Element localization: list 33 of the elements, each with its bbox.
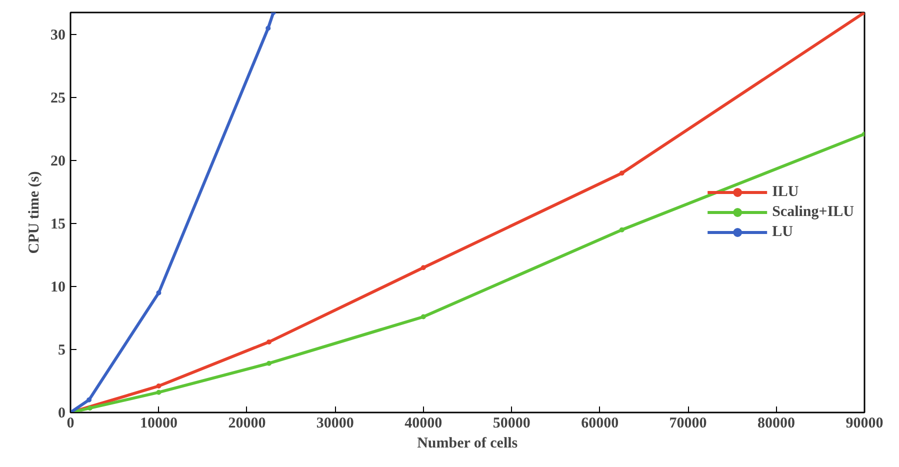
point	[420, 265, 426, 270]
x-tick-label: 20000	[228, 416, 266, 432]
x-tick-label: 90000	[846, 416, 884, 432]
x-tick-label: 30000	[316, 416, 354, 432]
legend-label: Scaling+ILU	[772, 204, 854, 220]
y-tick-label: 15	[50, 216, 66, 233]
point	[266, 360, 272, 366]
point	[266, 339, 272, 344]
point	[619, 227, 624, 232]
legend-label: LU	[772, 224, 793, 240]
y-axis-title: CPU time (s)	[26, 171, 42, 254]
point	[266, 26, 271, 31]
y-tick-label: 10	[50, 280, 66, 296]
y-tick-label: 0	[58, 406, 66, 422]
point	[156, 384, 162, 389]
x-tick-label: 60000	[581, 416, 619, 432]
point	[420, 314, 426, 320]
point	[87, 406, 92, 411]
y-tick-label: 20	[50, 154, 66, 170]
x-tick-label: 50000	[492, 416, 530, 432]
legend-label: ILU	[772, 184, 799, 200]
x-axis-title: Number of cells	[417, 436, 518, 452]
y-tick-label: 5	[58, 342, 66, 359]
x-tick-label: 10000	[140, 416, 178, 432]
x-tick-label: 70000	[669, 416, 707, 432]
point	[156, 290, 162, 296]
x-tick-label: 80000	[758, 416, 796, 432]
x-tick-label: 40000	[404, 416, 442, 432]
point	[86, 397, 92, 402]
y-tick-label: 30	[50, 28, 66, 44]
y-tick-label: 25	[50, 90, 66, 107]
point	[619, 170, 624, 176]
point	[156, 390, 162, 395]
